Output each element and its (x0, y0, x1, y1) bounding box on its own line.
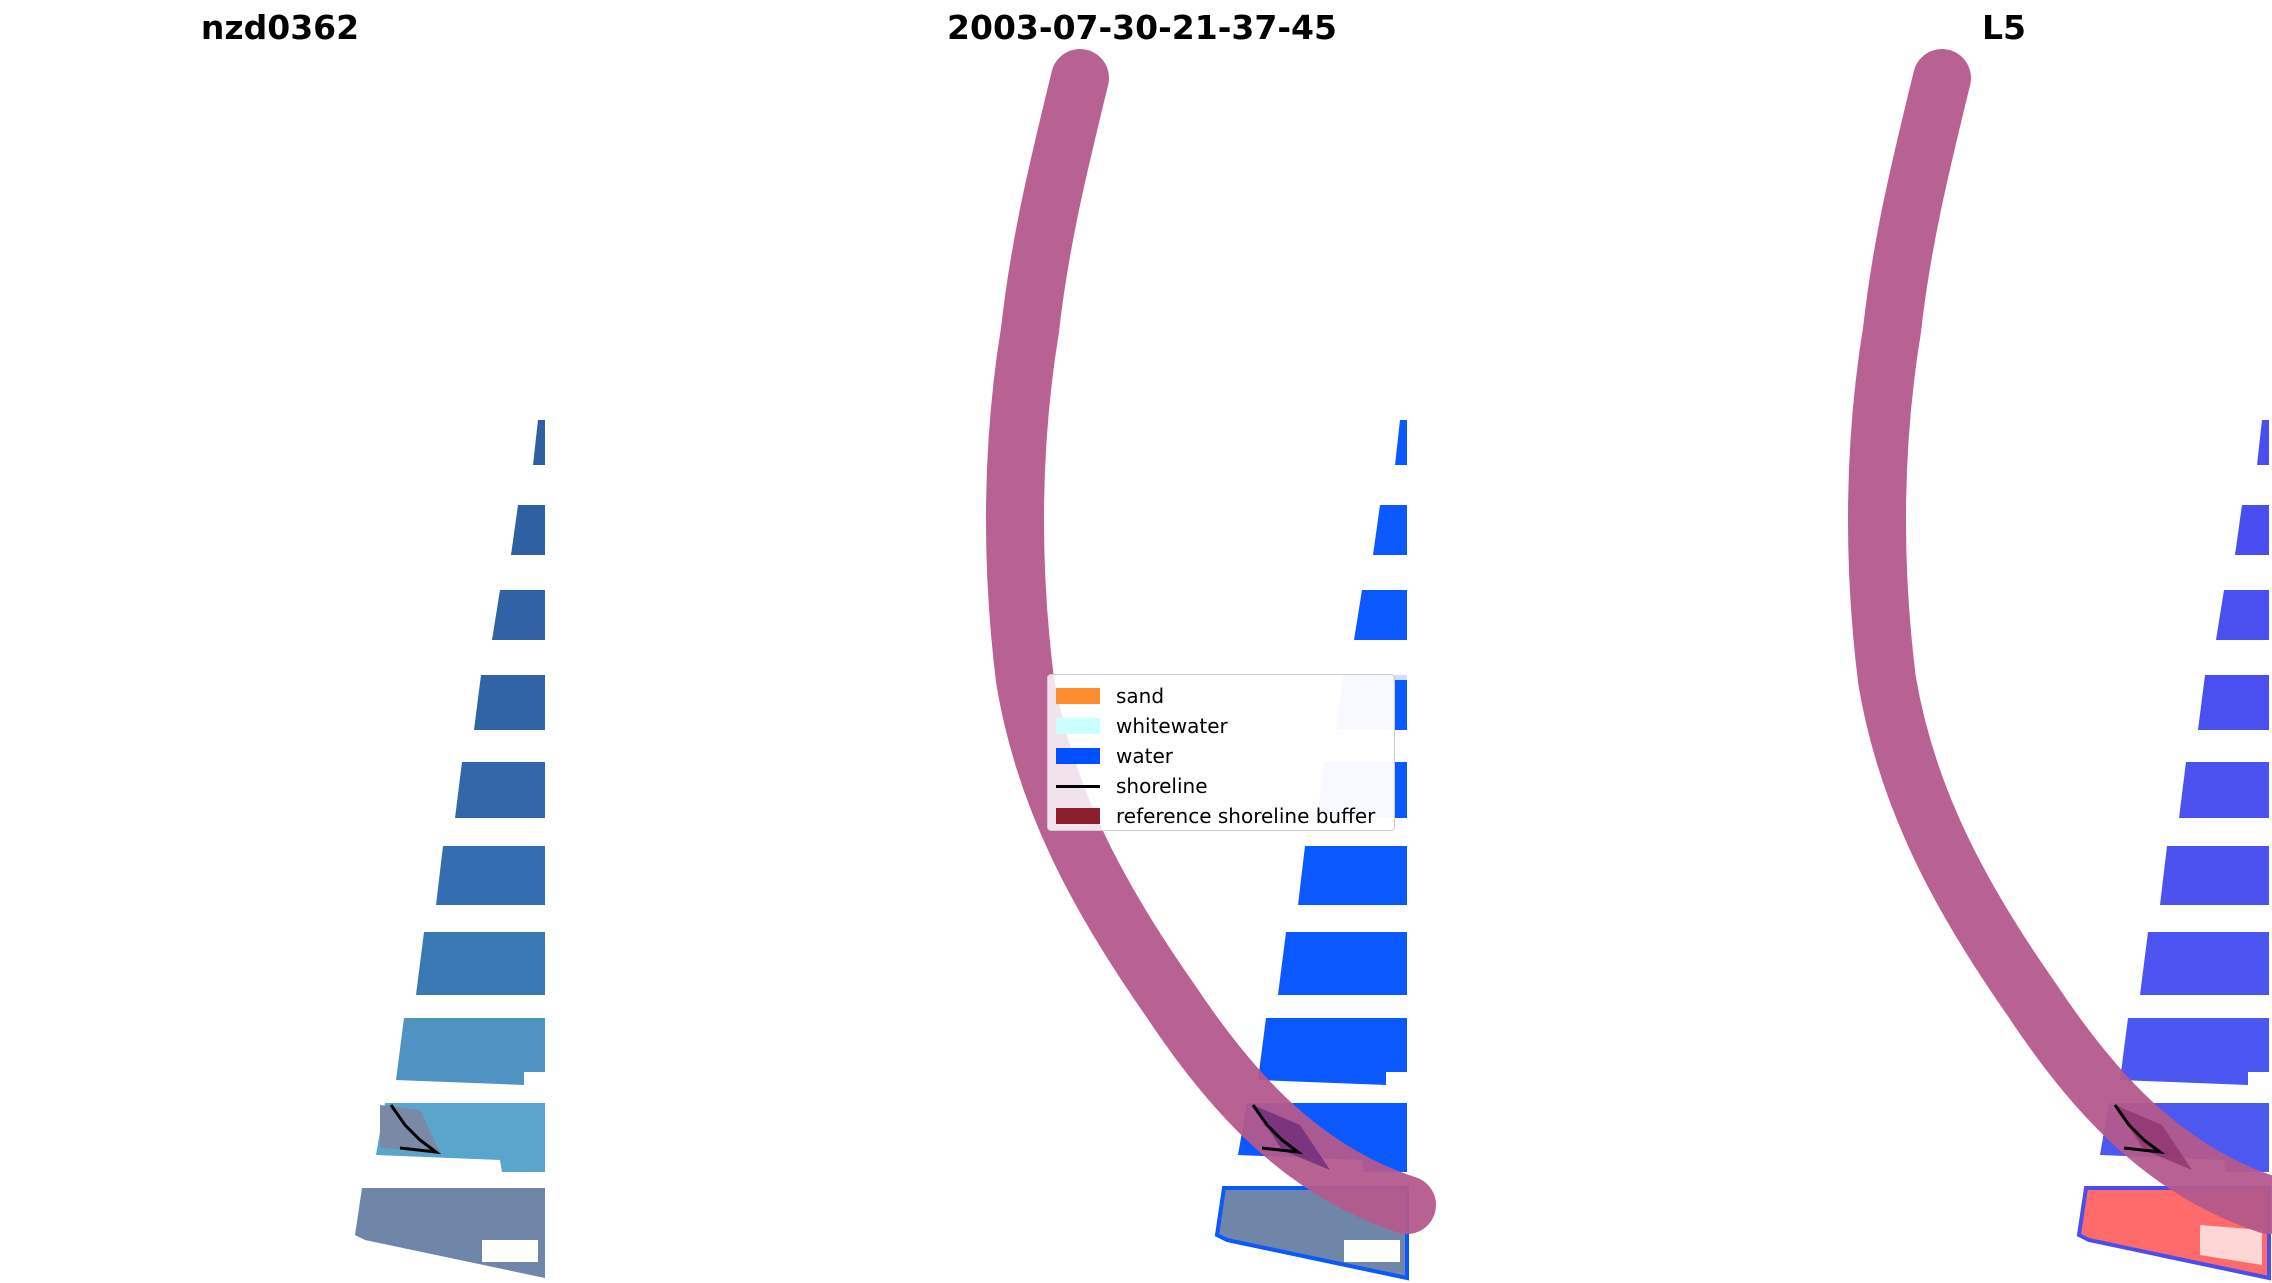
legend-label: water (1116, 744, 1173, 768)
panel-title-3: L5 (1982, 8, 2026, 47)
legend-swatch-shoreline (1056, 784, 1100, 788)
shoreline-line (389, 1104, 442, 1155)
rgb-image-strips (355, 420, 545, 1278)
panel-title-1: nzd0362 (200, 8, 360, 47)
legend-item-water: water (1056, 741, 1386, 771)
legend-label: sand (1116, 684, 1165, 708)
legend-item-sand: sand (1056, 681, 1386, 711)
reference-shoreline-buffer (1848, 49, 2272, 1234)
legend-label: shoreline (1116, 774, 1208, 798)
legend-item-whitewater: whitewater (1056, 711, 1386, 741)
legend-item-shoreline: shoreline (1056, 771, 1386, 801)
legend-swatch-sand (1056, 688, 1100, 704)
legend-swatch-buffer (1056, 808, 1100, 824)
legend: sand whitewater water shoreline referenc… (1047, 674, 1395, 831)
legend-item-buffer: reference shoreline buffer (1056, 801, 1386, 831)
shoreline-line (1251, 1104, 1304, 1155)
panel-title-2: 2003-07-30-21-37-45 (947, 8, 1337, 47)
legend-swatch-whitewater (1056, 718, 1100, 734)
legend-swatch-water (1056, 748, 1100, 764)
legend-label: whitewater (1116, 714, 1228, 738)
shoreline-line (2113, 1104, 2166, 1155)
legend-label: reference shoreline buffer (1116, 804, 1376, 828)
reference-shoreline-buffer (986, 49, 1436, 1234)
